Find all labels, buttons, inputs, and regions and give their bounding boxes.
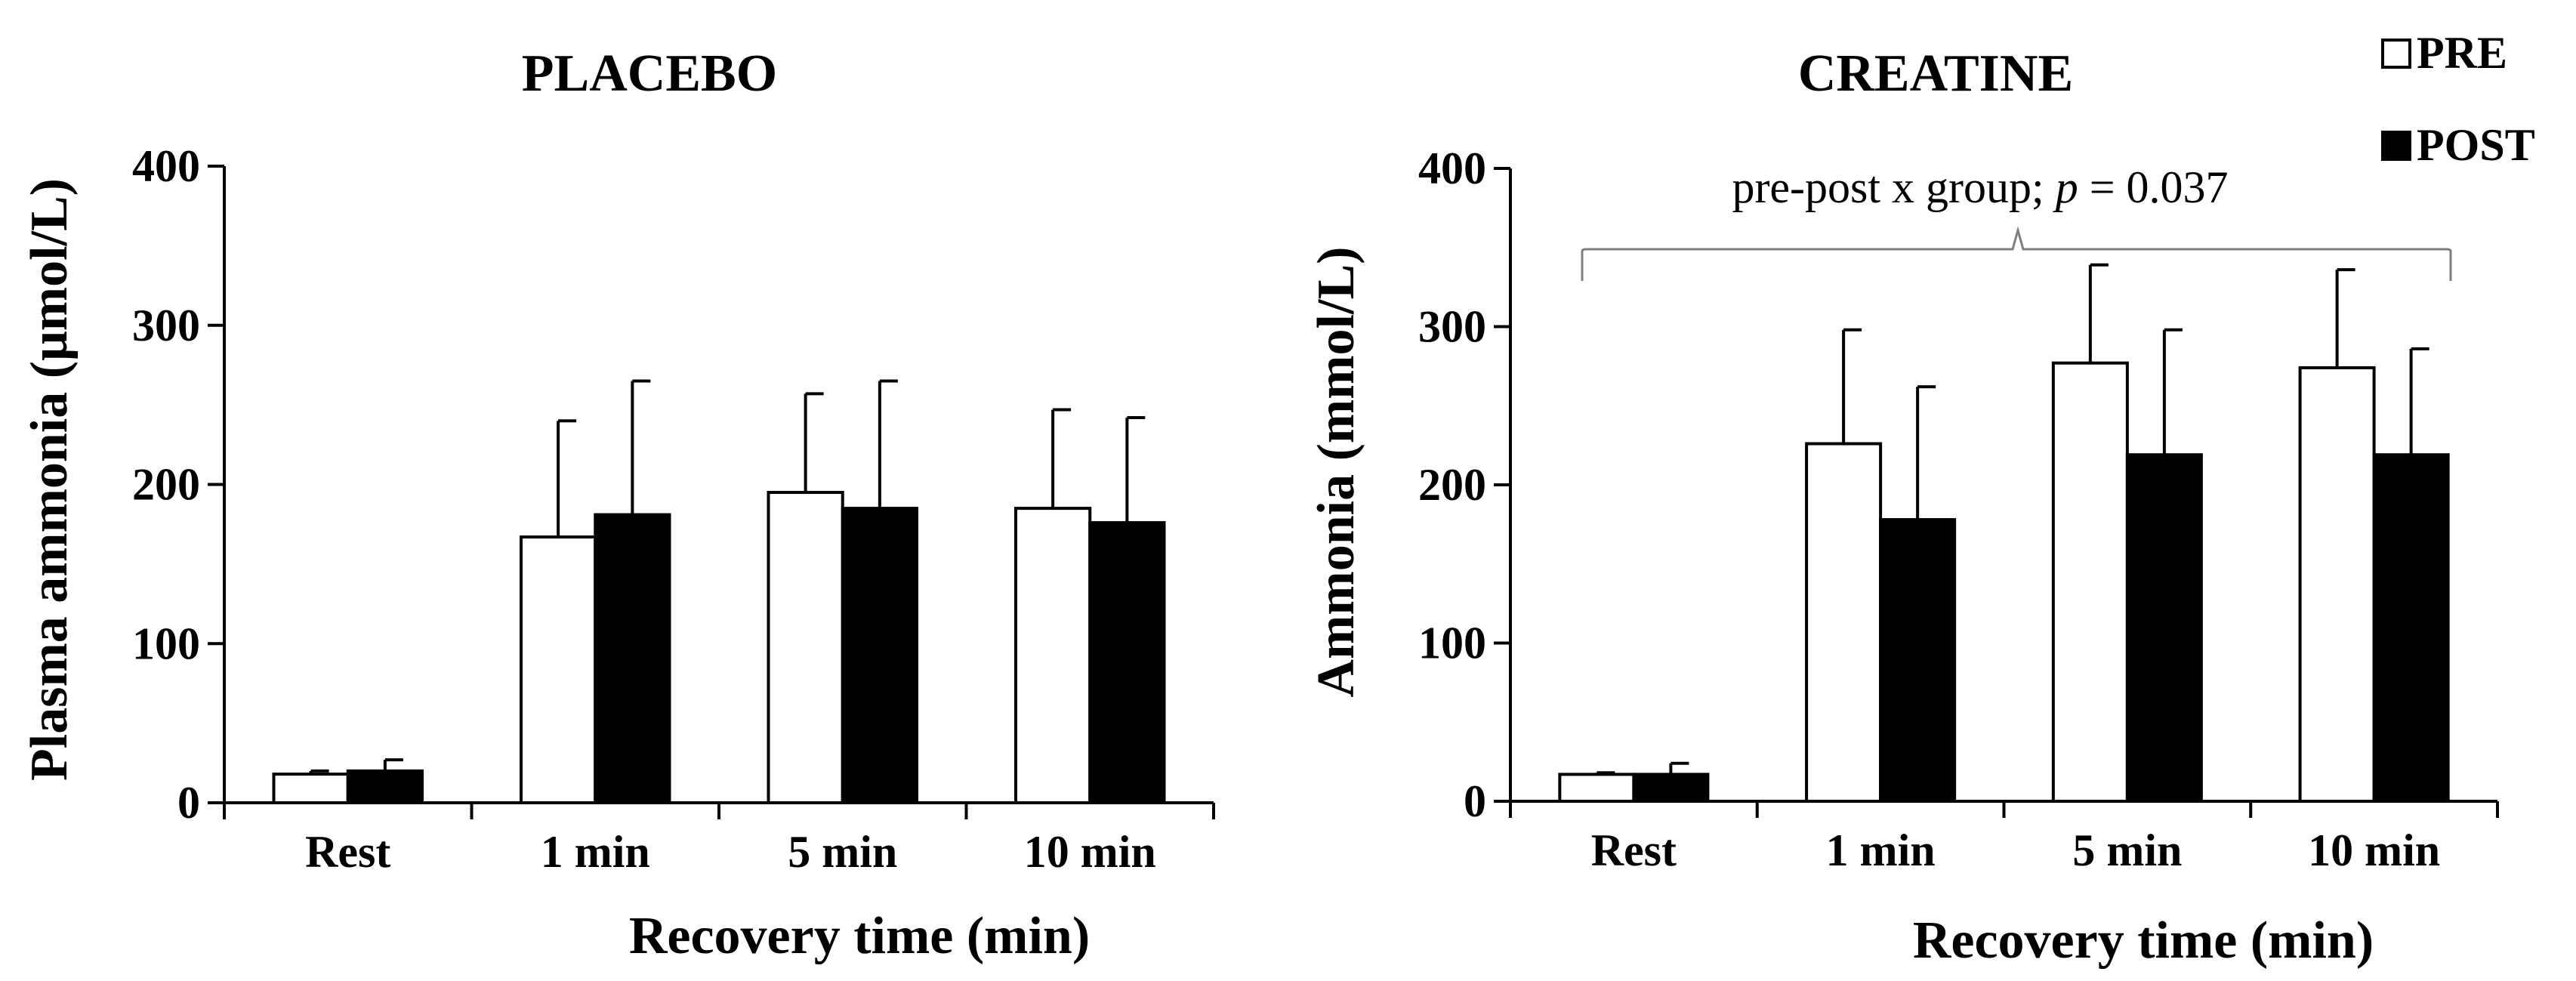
placebo-x-tick-label: 5 min [788, 827, 897, 877]
creatine-bar-post [1879, 518, 1957, 804]
placebo-x-axis-label: Recovery time (min) [629, 907, 1090, 965]
legend-label-pre: PRE [2417, 28, 2507, 78]
placebo-y-tick-label: 0 [177, 778, 200, 828]
placebo-x-tick-label: 10 min [1024, 827, 1156, 877]
significance-annotation: pre-post x group; p = 0.037 [1732, 162, 2228, 212]
creatine-y-tick-label: 0 [1464, 776, 1486, 826]
placebo-x-tick-label: Rest [305, 827, 390, 877]
significance-bracket [1581, 226, 2452, 281]
placebo-y-axis-label: Plasma ammonia (μmol/L) [20, 178, 79, 781]
creatine-x-tick-label: 5 min [2072, 825, 2182, 875]
creatine-bar-pre [2298, 366, 2376, 804]
creatine-y-tick-label: 400 [1418, 143, 1486, 193]
placebo-bar-post [346, 769, 424, 804]
annotation-p-symbol: p [2053, 162, 2078, 212]
legend: PRE POST [2381, 28, 2535, 170]
placebo-bar-pre [272, 773, 350, 804]
legend-swatch-post [2381, 131, 2411, 161]
creatine-y-tick-label: 100 [1418, 619, 1486, 668]
annotation-p-value: = 0.037 [2078, 162, 2229, 212]
placebo-bar-post [841, 507, 918, 804]
creatine-y-tick-label: 200 [1418, 460, 1486, 510]
placebo-chart: PLACEBO 0 100 200 300 400 Plasma ammonia (μm… [20, 45, 1215, 965]
creatine-bar-pre [2051, 361, 2129, 803]
creatine-bar-pre [1558, 773, 1636, 804]
creatine-title: CREATINE [1798, 45, 2073, 103]
creatine-bar-post [2372, 453, 2450, 803]
legend-label-post: POST [2417, 120, 2535, 170]
placebo-y-tick-label: 400 [132, 141, 200, 191]
placebo-x-tick-label: 1 min [541, 827, 650, 877]
creatine-bar-post [2125, 453, 2203, 803]
creatine-x-tick-label: 1 min [1826, 825, 1936, 875]
placebo-bar-post [594, 513, 671, 804]
creatine-bar-pre [1805, 442, 1883, 804]
creatine-y-axis-label: Ammonia (mmol/L) [1307, 247, 1365, 698]
placebo-bar-pre [767, 491, 844, 804]
creatine-bar-post [1632, 773, 1710, 804]
creatine-x-tick-label: 10 min [2308, 825, 2440, 875]
placebo-bar-pre [520, 535, 597, 804]
placebo-bar-pre [1014, 507, 1092, 804]
placebo-bar-post [1088, 521, 1166, 805]
creatine-y-tick-label: 300 [1418, 302, 1486, 352]
creatine-x-tick-label: Rest [1591, 825, 1677, 875]
placebo-y-tick-label: 300 [132, 301, 200, 350]
placebo-y-tick-label: 200 [132, 460, 200, 510]
placebo-y-tick-label: 100 [132, 619, 200, 668]
legend-swatch-pre [2381, 39, 2411, 69]
creatine-x-axis-label: Recovery time (min) [1913, 912, 2374, 970]
placebo-title: PLACEBO [522, 45, 777, 103]
annotation-prefix: pre-post x group; [1732, 162, 2055, 212]
